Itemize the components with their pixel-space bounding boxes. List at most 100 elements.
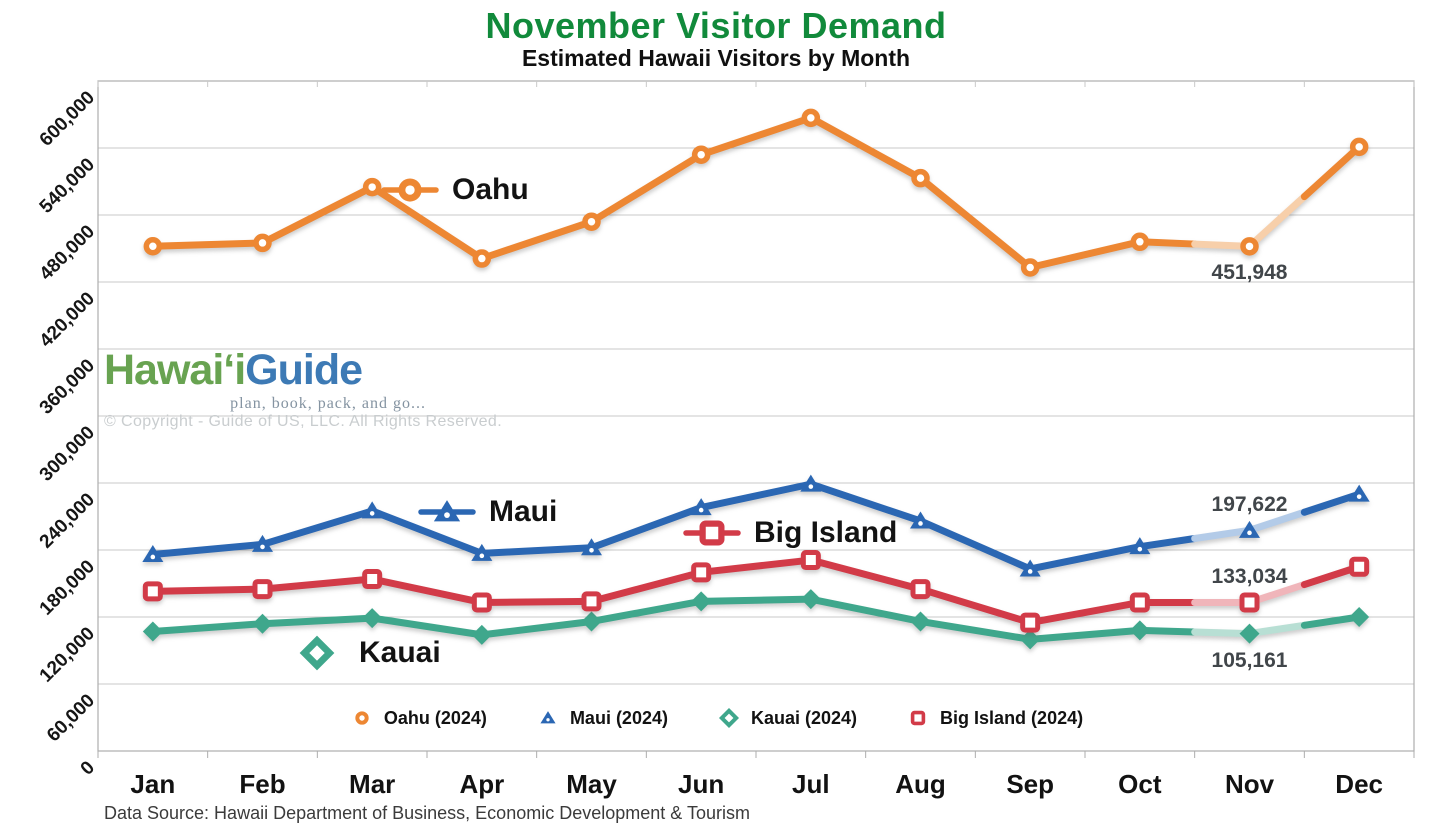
series-label-kauai: Kauai	[287, 631, 441, 675]
maui-series-marker-icon	[418, 500, 476, 522]
data-point-marker	[910, 511, 931, 529]
series-label-text: Maui	[489, 495, 558, 528]
highlight-value-big-island: 133,034	[1211, 565, 1288, 589]
logo-wordmark-blue: Guide	[245, 346, 363, 394]
data-point-marker	[253, 233, 272, 253]
x-tick-label: Jul	[792, 769, 830, 799]
data-point-marker	[355, 711, 369, 725]
logo-wordmark: HawaiʻiGuide	[104, 346, 426, 394]
x-tick-label: Feb	[239, 769, 286, 799]
oahu-series-marker-icon	[381, 178, 439, 202]
data-point-marker	[1349, 556, 1370, 577]
chart-title: November Visitor Demand	[485, 5, 947, 46]
x-tick-label: May	[566, 769, 617, 799]
data-point-marker	[471, 543, 493, 561]
series-maui	[142, 474, 1370, 577]
logo-tagline: plan, book, pack, and go...	[230, 395, 426, 412]
maui-legend-marker-icon	[540, 711, 556, 724]
data-point-marker	[471, 624, 492, 645]
series-label-text: Oahu	[452, 173, 529, 206]
x-tick-label: Apr	[459, 769, 505, 799]
data-point-marker	[1239, 520, 1260, 538]
data-point-marker	[910, 611, 931, 632]
x-tick-label: Jun	[678, 769, 725, 799]
data-point-marker	[800, 550, 821, 571]
series-big-island	[142, 550, 1370, 633]
kauai-series-marker-icon	[299, 635, 335, 671]
data-point-marker	[252, 534, 273, 552]
x-tick-label: Nov	[1224, 769, 1275, 799]
logo-wordmark-green: Hawaiʻi	[104, 346, 246, 394]
data-point-marker	[1239, 623, 1260, 644]
data-point-marker	[252, 613, 273, 634]
series-label-text: Kauai	[359, 636, 441, 669]
data-point-marker	[801, 108, 821, 128]
axis-tick-marks	[97, 81, 1415, 758]
data-point-marker	[1129, 592, 1150, 613]
data-point-marker	[581, 538, 602, 556]
data-point-marker	[691, 591, 712, 612]
data-point-marker	[910, 579, 931, 600]
legend-item-label: Big Island (2024)	[940, 707, 1084, 728]
data-point-marker	[718, 707, 739, 729]
chart-legend: Oahu (2024) Maui (2024) Kauai (2024) Big Is…	[0, 706, 1432, 730]
legend-item-kauai: Kauai (2024)	[716, 706, 857, 730]
data-point-marker	[582, 212, 601, 231]
data-point-marker	[581, 591, 602, 612]
kauai-legend-marker-icon	[718, 707, 739, 729]
legend-item-oahu: Oahu (2024)	[349, 706, 487, 730]
legend-item-label: Maui (2024)	[569, 707, 668, 728]
data-point-marker	[143, 237, 163, 256]
x-tick-label: Mar	[349, 769, 396, 799]
highlight-value-oahu: 451,948	[1211, 261, 1288, 285]
series-label-maui: Maui	[417, 490, 557, 534]
data-point-marker	[398, 178, 422, 202]
oahu-legend-marker-icon	[355, 711, 369, 725]
x-tick-label: Aug	[895, 769, 946, 799]
data-point-marker	[1020, 612, 1041, 633]
copyright-text: © Copyright - Guide of US, LLC. All Righ…	[104, 413, 503, 430]
legend-item-label: Kauai (2024)	[750, 707, 858, 728]
data-point-marker	[142, 544, 164, 562]
data-point-marker	[1020, 258, 1040, 277]
series-label-oahu: Oahu	[380, 168, 529, 212]
x-tick-label: Dec	[1335, 769, 1383, 799]
legend-item-maui: Maui (2024)	[535, 706, 668, 730]
big-island-series-marker-icon	[683, 520, 741, 546]
data-point-marker	[1349, 137, 1369, 157]
data-point-marker	[691, 562, 712, 583]
data-point-marker	[1129, 537, 1151, 555]
data-point-marker	[581, 611, 602, 632]
data-point-marker	[142, 621, 163, 642]
data-point-marker	[471, 592, 492, 613]
data-point-marker	[361, 501, 383, 519]
data-point-marker	[911, 168, 930, 188]
data-point-marker	[910, 710, 926, 726]
data-point-marker	[1349, 607, 1370, 627]
data-point-marker	[690, 498, 712, 516]
data-point-marker	[362, 177, 382, 197]
legend-item-big-island: Big Island (2024)	[905, 706, 1083, 730]
highlight-value-maui: 197,622	[1211, 493, 1288, 517]
data-point-marker	[142, 581, 163, 602]
data-point-marker	[472, 249, 492, 268]
data-point-marker	[1129, 620, 1150, 641]
data-point-marker	[800, 589, 821, 610]
x-tick-label: Oct	[1118, 769, 1162, 799]
data-point-marker	[252, 579, 273, 600]
data-point-marker	[362, 569, 383, 590]
data-point-marker	[433, 500, 461, 522]
data-point-marker	[299, 635, 335, 671]
data-point-marker	[1239, 592, 1260, 613]
data-point-marker	[1020, 629, 1041, 650]
data-point-marker	[699, 520, 725, 546]
data-point-marker	[1019, 559, 1041, 577]
hawaiiguide-logo: HawaiʻiGuide plan, book, pack, and go...	[104, 346, 426, 413]
big-island-legend-marker-icon	[910, 710, 926, 726]
legend-item-label: Oahu (2024)	[383, 707, 487, 728]
x-tick-label: Sep	[1006, 769, 1054, 799]
series-label-text: Big Island	[754, 516, 898, 549]
data-point-marker	[540, 711, 556, 724]
